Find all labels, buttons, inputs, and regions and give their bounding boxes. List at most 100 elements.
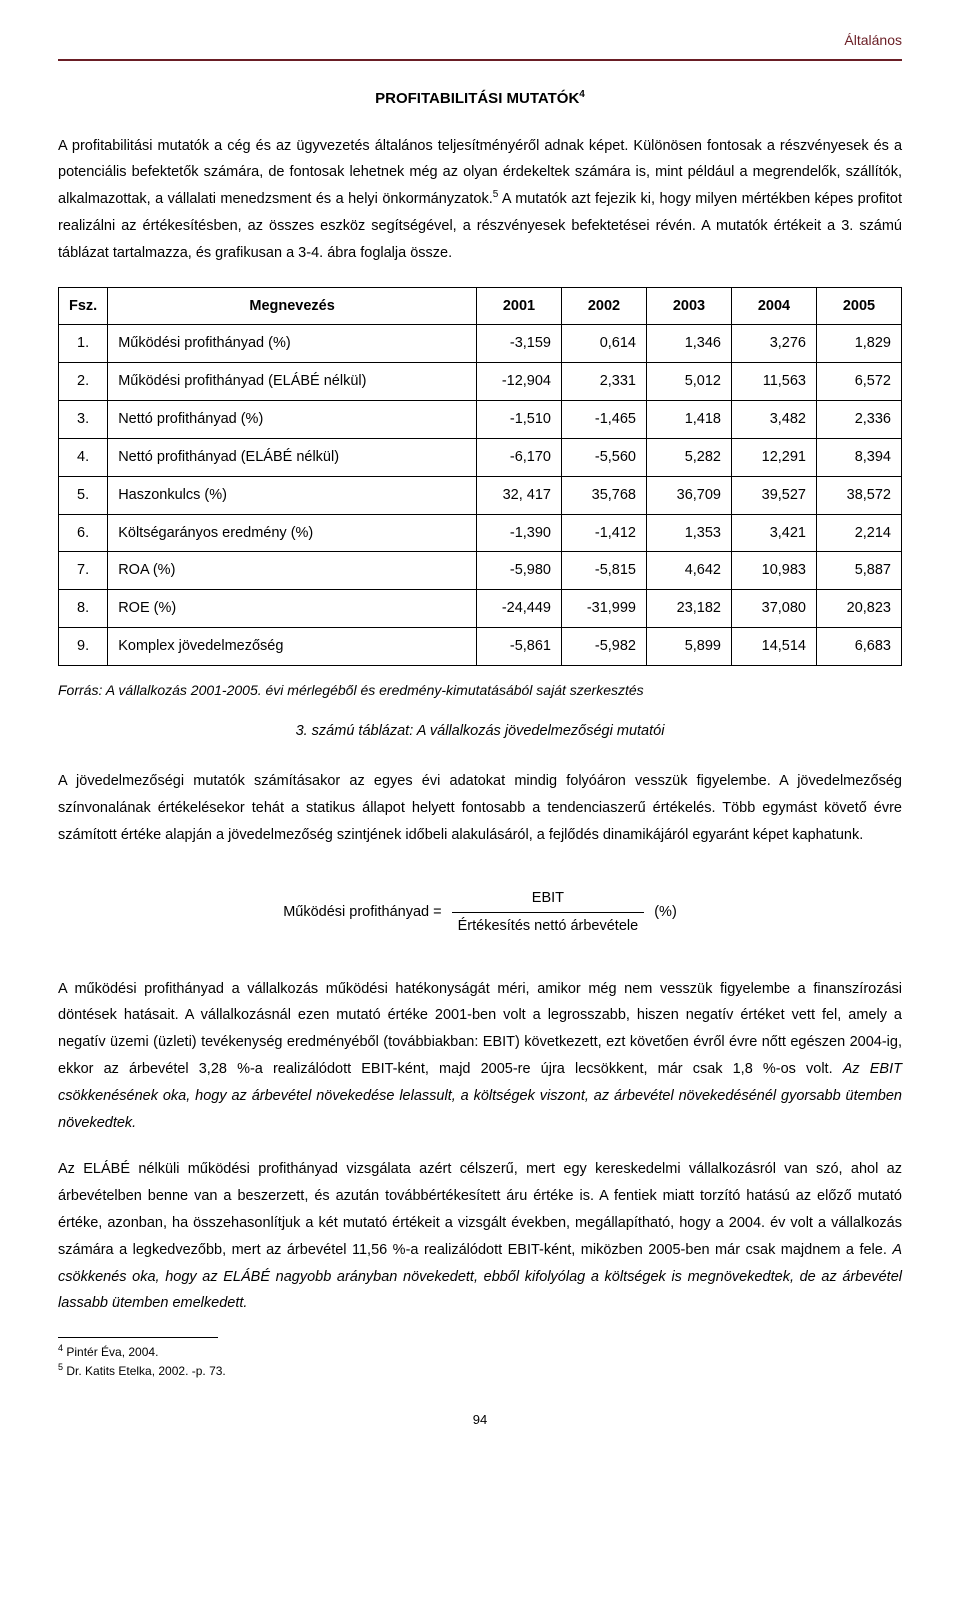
col-2004: 2004 — [732, 287, 817, 325]
cell-value: 36,709 — [647, 476, 732, 514]
paragraph-2: A jövedelmezőségi mutatók számításakor a… — [58, 768, 902, 848]
formula-numerator: EBIT — [452, 885, 645, 912]
cell-num: 9. — [59, 627, 108, 665]
col-fsz: Fsz. — [59, 287, 108, 325]
cell-name: Nettó profithányad (ELÁBÉ nélkül) — [108, 438, 477, 476]
header-rule — [58, 59, 902, 61]
cell-name: Működési profithányad (%) — [108, 325, 477, 363]
cell-value: 1,829 — [817, 325, 902, 363]
col-2001: 2001 — [477, 287, 562, 325]
footnote-rule — [58, 1337, 218, 1338]
footnote-5: 5 Dr. Katits Etelka, 2002. -p. 73. — [58, 1361, 902, 1380]
cell-value: 23,182 — [647, 590, 732, 628]
cell-value: 3,276 — [732, 325, 817, 363]
cell-value: -1,412 — [562, 514, 647, 552]
cell-value: -1,510 — [477, 401, 562, 439]
cell-value: 1,353 — [647, 514, 732, 552]
page-number: 94 — [58, 1408, 902, 1432]
table-row: 2.Működési profithányad (ELÁBÉ nélkül)-1… — [59, 363, 902, 401]
formula: Működési profithányad = EBIT Értékesítés… — [58, 885, 902, 940]
cell-value: -1,465 — [562, 401, 647, 439]
cell-value: -12,904 — [477, 363, 562, 401]
cell-num: 4. — [59, 438, 108, 476]
table-row: 3.Nettó profithányad (%)-1,510-1,4651,41… — [59, 401, 902, 439]
footnotes: 4 Pintér Éva, 2004. 5 Dr. Katits Etelka,… — [58, 1337, 902, 1380]
cell-name: Komplex jövedelmezőség — [108, 627, 477, 665]
cell-num: 3. — [59, 401, 108, 439]
cell-num: 8. — [59, 590, 108, 628]
cell-value: 20,823 — [817, 590, 902, 628]
formula-left: Működési profithányad = — [283, 904, 441, 920]
cell-value: 32, 417 — [477, 476, 562, 514]
table-row: 7.ROA (%)-5,980-5,8154,64210,9835,887 — [59, 552, 902, 590]
cell-value: -5,815 — [562, 552, 647, 590]
para3-a: A működési profithányad a vállalkozás mű… — [58, 981, 902, 1077]
cell-value: 5,899 — [647, 627, 732, 665]
cell-name: Nettó profithányad (%) — [108, 401, 477, 439]
cell-num: 2. — [59, 363, 108, 401]
col-2002: 2002 — [562, 287, 647, 325]
cell-value: 3,482 — [732, 401, 817, 439]
cell-value: 38,572 — [817, 476, 902, 514]
intro-paragraph: A profitabilitási mutatók a cég és az üg… — [58, 133, 902, 267]
intro-text-a: A profitabilitási mutatók a cég és az üg… — [58, 138, 628, 154]
col-2003: 2003 — [647, 287, 732, 325]
table-caption: 3. számú táblázat: A vállalkozás jövedel… — [58, 718, 902, 745]
cell-value: 10,983 — [732, 552, 817, 590]
table-row: 6.Költségarányos eredmény (%)-1,390-1,41… — [59, 514, 902, 552]
cell-num: 6. — [59, 514, 108, 552]
table-header-row: Fsz. Megnevezés 2001 2002 2003 2004 2005 — [59, 287, 902, 325]
cell-value: -24,449 — [477, 590, 562, 628]
cell-value: -5,982 — [562, 627, 647, 665]
cell-value: -5,861 — [477, 627, 562, 665]
cell-value: -3,159 — [477, 325, 562, 363]
cell-value: -6,170 — [477, 438, 562, 476]
cell-value: -1,390 — [477, 514, 562, 552]
cell-name: Haszonkulcs (%) — [108, 476, 477, 514]
footnote-4-text: Pintér Éva, 2004. — [63, 1345, 158, 1359]
cell-value: 0,614 — [562, 325, 647, 363]
cell-value: 6,572 — [817, 363, 902, 401]
cell-value: 11,563 — [732, 363, 817, 401]
cell-name: Működési profithányad (ELÁBÉ nélkül) — [108, 363, 477, 401]
page-title: PROFITABILITÁSI MUTATÓK4 — [58, 85, 902, 113]
table-row: 1.Működési profithányad (%)-3,1590,6141,… — [59, 325, 902, 363]
cell-value: 1,346 — [647, 325, 732, 363]
table-source: Forrás: A vállalkozás 2001-2005. évi mér… — [58, 678, 902, 704]
cell-value: 6,683 — [817, 627, 902, 665]
formula-fraction: EBIT Értékesítés nettó árbevétele — [452, 885, 645, 940]
col-megnevezes: Megnevezés — [108, 287, 477, 325]
cell-value: 35,768 — [562, 476, 647, 514]
section-label: Általános — [844, 32, 902, 48]
cell-num: 7. — [59, 552, 108, 590]
header-bar: Általános — [58, 28, 902, 55]
table-row: 9.Komplex jövedelmezőség-5,861-5,9825,89… — [59, 627, 902, 665]
title-footnote-mark: 4 — [579, 89, 585, 100]
table-row: 4.Nettó profithányad (ELÁBÉ nélkül)-6,17… — [59, 438, 902, 476]
cell-value: 8,394 — [817, 438, 902, 476]
paragraph-3: A működési profithányad a vállalkozás mű… — [58, 976, 902, 1137]
cell-value: 5,012 — [647, 363, 732, 401]
cell-value: 4,642 — [647, 552, 732, 590]
footnote-5-text: Dr. Katits Etelka, 2002. -p. 73. — [63, 1364, 226, 1378]
col-2005: 2005 — [817, 287, 902, 325]
cell-value: 1,418 — [647, 401, 732, 439]
cell-name: ROE (%) — [108, 590, 477, 628]
cell-value: 12,291 — [732, 438, 817, 476]
paragraph-4: Az ELÁBÉ nélküli működési profithányad v… — [58, 1156, 902, 1317]
cell-value: 14,514 — [732, 627, 817, 665]
cell-name: Költségarányos eredmény (%) — [108, 514, 477, 552]
formula-denominator: Értékesítés nettó árbevétele — [452, 913, 645, 940]
cell-value: -31,999 — [562, 590, 647, 628]
cell-value: 3,421 — [732, 514, 817, 552]
cell-value: -5,560 — [562, 438, 647, 476]
cell-value: 37,080 — [732, 590, 817, 628]
cell-value: 39,527 — [732, 476, 817, 514]
table-row: 5.Haszonkulcs (%)32, 41735,76836,70939,5… — [59, 476, 902, 514]
cell-value: -5,980 — [477, 552, 562, 590]
table-row: 8.ROE (%)-24,449-31,99923,18237,08020,82… — [59, 590, 902, 628]
cell-value: 2,331 — [562, 363, 647, 401]
cell-value: 5,887 — [817, 552, 902, 590]
para4-a: Az ELÁBÉ nélküli működési profithányad v… — [58, 1161, 902, 1257]
profitability-table: Fsz. Megnevezés 2001 2002 2003 2004 2005… — [58, 287, 902, 666]
